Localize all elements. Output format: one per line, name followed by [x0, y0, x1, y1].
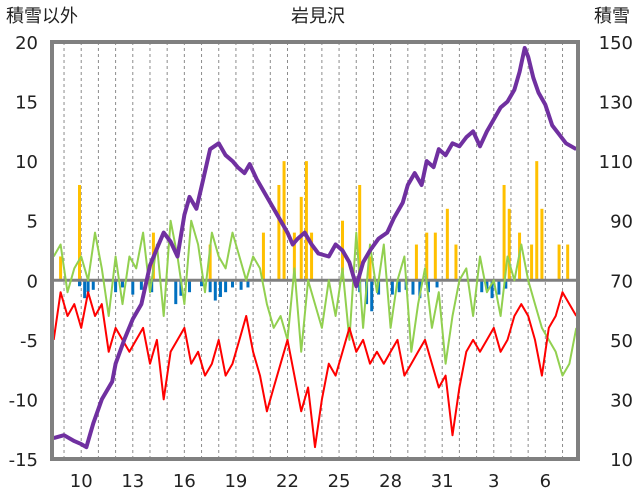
right-tick-label: 130: [599, 93, 633, 114]
snow_depth-line: [53, 46, 578, 450]
snowfall-bar: [282, 161, 286, 281]
sunshine-bar: [131, 280, 135, 295]
sunshine-bar: [490, 280, 494, 299]
plot-frame: [50, 40, 580, 461]
chart-title: 岩見沢: [291, 6, 345, 27]
x-tick-label: 22: [276, 471, 299, 492]
snowfall-bar: [433, 232, 437, 281]
sunshine-bar: [370, 280, 374, 312]
max_temp-line: [52, 219, 578, 377]
sunshine-bar: [246, 280, 250, 288]
x-tick-label: 19: [224, 471, 247, 492]
left-tick-label: 0: [27, 271, 38, 292]
left-tick-label: 15: [15, 93, 38, 114]
sunshine-bar: [397, 280, 401, 293]
sunshine-bar: [213, 280, 217, 301]
snowfall-bar: [566, 244, 570, 281]
sunshine-bar: [224, 280, 228, 293]
snowfall-bar: [502, 184, 506, 281]
snowfall-bar: [414, 244, 418, 281]
sunshine-bar: [174, 280, 178, 305]
sunshine-bar: [504, 280, 508, 289]
sunshine-bar: [480, 280, 484, 293]
snowfall-bar: [454, 244, 458, 281]
sunshine-bar: [91, 280, 95, 290]
sunshine-bar: [120, 280, 124, 288]
snowfall-bar: [277, 184, 281, 281]
sunshine-bar: [377, 280, 381, 295]
snowfall-bar: [540, 208, 544, 281]
x-tick-label: 6: [540, 471, 551, 492]
x-tick-label: 31: [431, 471, 454, 492]
snowfall-bar: [445, 208, 449, 281]
left-tick-label: 20: [15, 33, 38, 54]
x-axis-tick-labels: 10 13 16 19 22 25 28 31 3 6: [70, 471, 551, 492]
snowfall-bar: [358, 184, 362, 281]
x-tick-label: 13: [121, 471, 144, 492]
snowfall-bar: [59, 256, 63, 281]
right-axis-tick-labels: 10 30 50 70 90 110 130 150: [599, 33, 633, 471]
sunshine-bar: [497, 280, 501, 295]
sunshine-bar: [208, 280, 212, 293]
left-tick-label: 10: [15, 152, 38, 173]
sunshine-bar: [83, 280, 87, 299]
left-tick-label: -10: [9, 390, 38, 411]
x-tick-label: 10: [70, 471, 93, 492]
right-tick-label: 30: [610, 390, 633, 411]
sunshine-bar: [418, 280, 422, 299]
right-tick-label: 110: [599, 152, 633, 173]
sunshine-bar: [78, 280, 82, 287]
x-tick-label: 16: [173, 471, 196, 492]
sunshine-bar: [426, 280, 430, 293]
x-tick-label: 28: [379, 471, 402, 492]
sunshine-bar: [179, 280, 183, 296]
sunshine-bar: [200, 280, 204, 287]
snowfall-bar: [507, 208, 511, 281]
sunshine-bar: [411, 280, 415, 295]
sunshine-bar: [188, 280, 192, 293]
snowfall-bars: [59, 161, 570, 281]
snowfall-bar: [425, 232, 429, 281]
snowfall-bar: [304, 161, 308, 281]
right-tick-label: 50: [610, 331, 633, 352]
data-lines: [52, 46, 578, 450]
right-axis-label: 積雪: [594, 6, 630, 27]
sunshine-bar: [139, 280, 143, 290]
snowfall-bar: [530, 244, 534, 281]
snowfall-bar: [299, 196, 303, 281]
sunshine-bar: [86, 280, 90, 293]
sunshine-bar: [114, 280, 118, 293]
snowfall-bar: [310, 232, 314, 281]
x-tick-label: 3: [488, 471, 499, 492]
snowfall-bar: [535, 161, 539, 281]
right-tick-label: 10: [610, 450, 633, 471]
sunshine-bar: [230, 280, 234, 288]
sunshine-bar: [390, 280, 394, 295]
snowfall-bar: [368, 256, 372, 281]
sunshine-bar: [485, 280, 489, 290]
min_temp-line: [52, 291, 578, 449]
right-tick-label: 150: [599, 33, 633, 54]
snowfall-bar: [78, 184, 82, 281]
right-tick-label: 90: [610, 212, 633, 233]
sunshine-bar: [435, 280, 439, 288]
snowfall-bar: [557, 244, 561, 281]
left-tick-label: 5: [27, 212, 38, 233]
sunshine-bar: [239, 280, 243, 290]
snowfall-bar: [261, 232, 265, 281]
left-axis-label: 積雪以外: [6, 6, 78, 27]
left-tick-label: -15: [9, 450, 38, 471]
snowfall-bar: [208, 244, 212, 281]
right-tick-label: 70: [610, 271, 633, 292]
left-axis-tick-labels: -15 -10 -5 0 5 10 15 20: [9, 33, 38, 471]
left-tick-label: -5: [20, 331, 38, 352]
x-tick-label: 25: [328, 471, 351, 492]
snowfall-bar: [292, 232, 296, 281]
sunshine-bar: [218, 280, 222, 297]
